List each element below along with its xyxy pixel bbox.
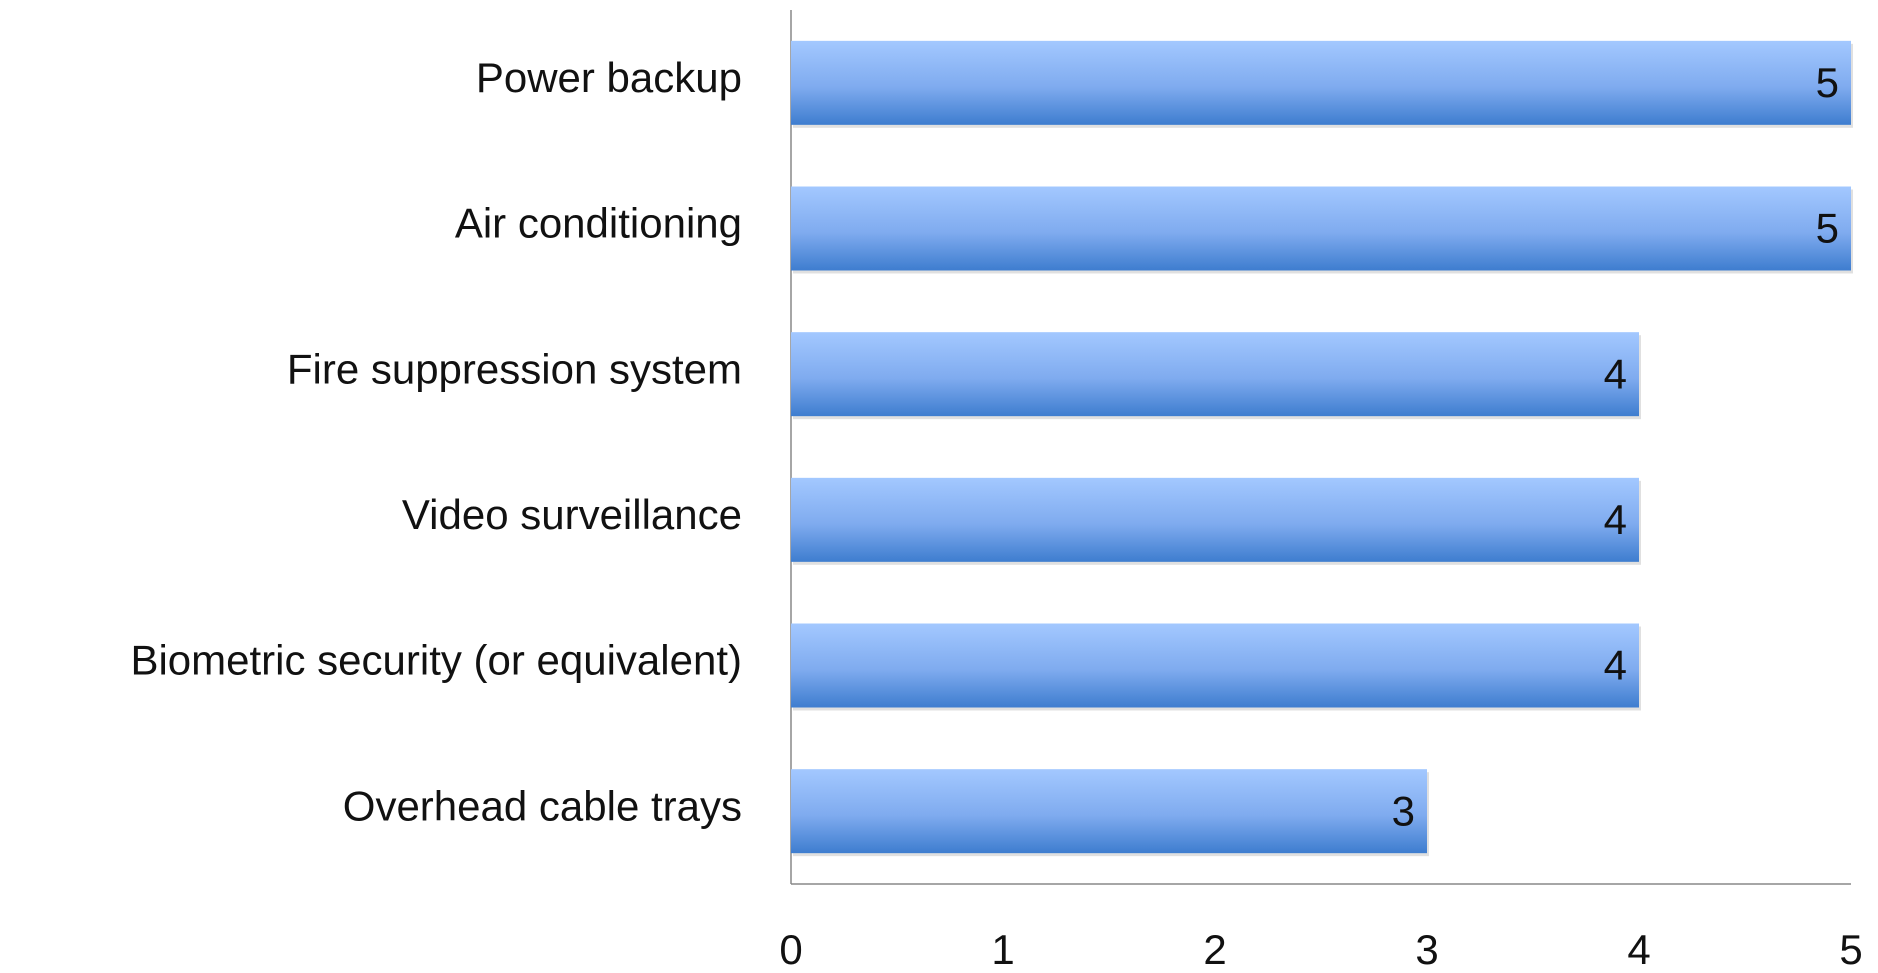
bar <box>791 186 1851 271</box>
x-tick-label: 1 <box>991 926 1014 973</box>
x-tick-label: 5 <box>1839 926 1862 973</box>
bar <box>791 477 1639 562</box>
y-tick-label: Overhead cable trays <box>343 782 742 829</box>
data-label: 5 <box>1816 205 1839 252</box>
y-tick-label: Power backup <box>476 54 742 101</box>
y-tick-label: Air conditioning <box>455 200 742 247</box>
x-tick-label: 3 <box>1415 926 1438 973</box>
bar <box>791 769 1427 854</box>
x-tick-label: 2 <box>1203 926 1226 973</box>
y-tick-label: Fire suppression system <box>287 345 742 392</box>
bar <box>791 332 1639 417</box>
data-label: 4 <box>1604 350 1627 397</box>
data-label: 4 <box>1604 496 1627 543</box>
bar <box>791 40 1851 125</box>
data-label: 4 <box>1604 642 1627 689</box>
bar <box>791 623 1639 708</box>
data-label: 5 <box>1816 59 1839 106</box>
x-tick-label: 4 <box>1627 926 1650 973</box>
x-tick-label: 0 <box>779 926 802 973</box>
y-tick-label: Biometric security (or equivalent) <box>130 637 742 684</box>
y-tick-label: Video surveillance <box>402 491 742 538</box>
data-label: 3 <box>1392 787 1415 834</box>
